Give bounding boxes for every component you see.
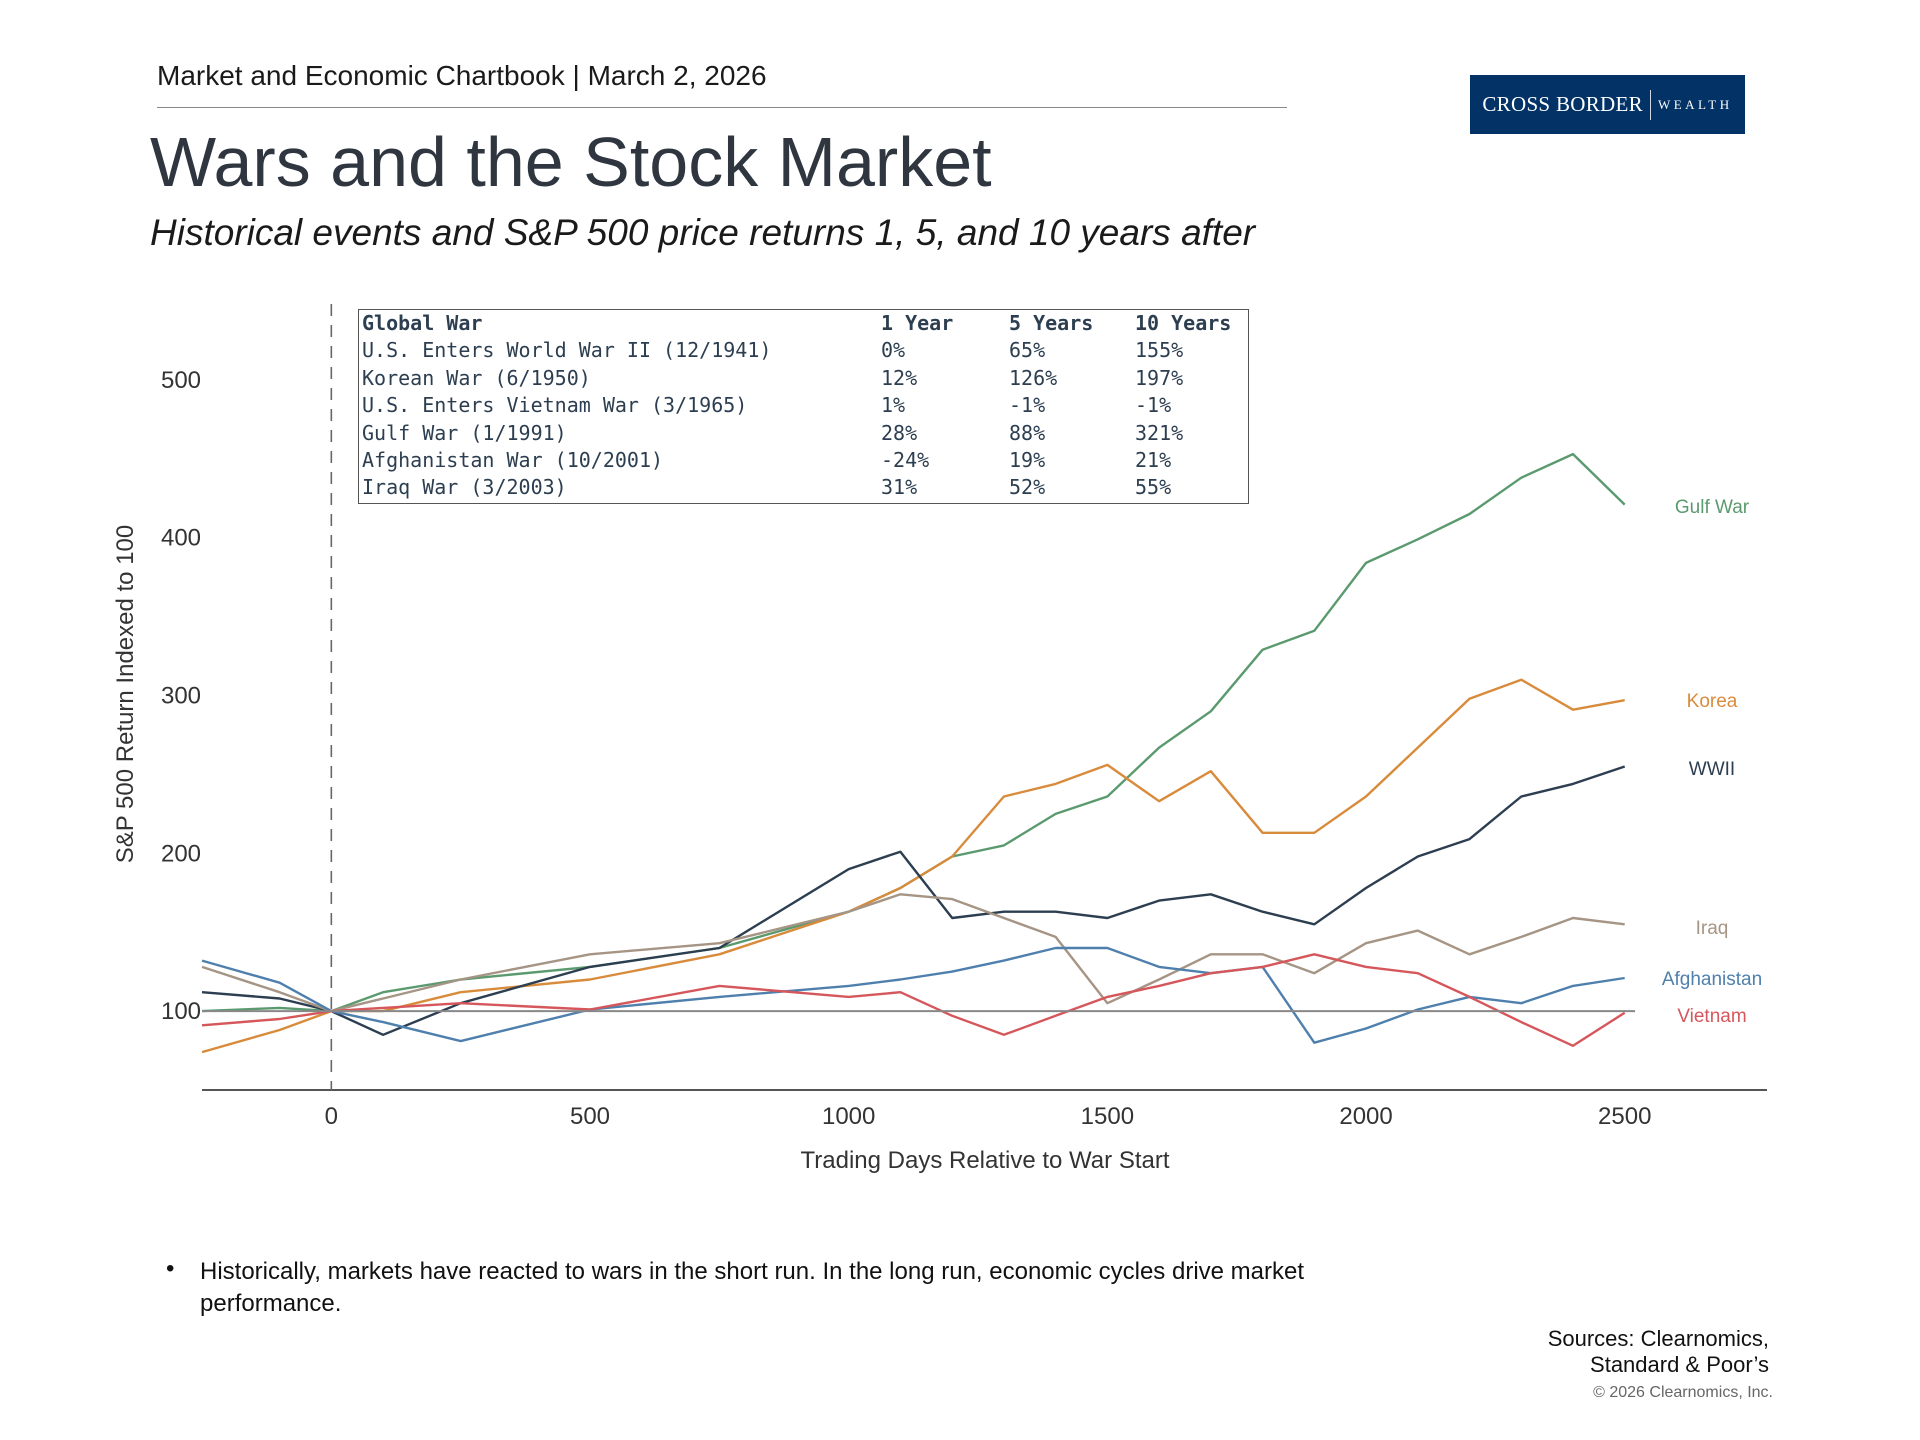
series-line-korea: [201, 678, 1625, 1054]
series-line-iraq: [201, 893, 1625, 1013]
sources-line-1: Sources: Clearnomics,: [1547, 1326, 1769, 1351]
logo-separator: [1649, 89, 1651, 120]
y-axis-label: S&P 500 Return Indexed to 100: [112, 525, 139, 863]
table-row: Afghanistan War (10/2001) -24% 19% 21%: [362, 447, 1242, 474]
table-row: U.S. Enters Vietnam War (3/1965) 1% -1% -1%: [362, 392, 1242, 419]
cell-war: U.S. Enters World War II (12/1941): [362, 338, 772, 363]
series-label: WWII: [1689, 759, 1735, 780]
logo-primary: CROSS BORDER: [1482, 92, 1643, 116]
series-label: Vietnam: [1677, 1006, 1746, 1027]
cell-war: Gulf War (1/1991): [362, 420, 567, 445]
series-line-vietnam: [201, 953, 1626, 1048]
war-returns-table: Global War 1 Year 5 Years 10 Years U.S. …: [358, 309, 1249, 504]
page-title: Wars and the Stock Market: [150, 123, 992, 201]
series-line-wwii: [201, 765, 1626, 1037]
table-row: Korean War (6/1950) 12% 126% 197%: [362, 365, 1242, 392]
bullet-dot: •: [166, 1255, 175, 1282]
cell-10-years: 21%: [1135, 448, 1172, 472]
table-row: Iraq War (3/2003) 31% 52% 55%: [362, 474, 1242, 501]
y-tick-label: 100: [161, 998, 201, 1025]
copyright: © 2026 Clearnomics, Inc.: [1593, 1384, 1773, 1401]
x-tick-label: 1500: [1081, 1103, 1134, 1130]
cell-1-year: -24%: [881, 448, 930, 472]
cell-war: Korean War (6/1950): [362, 365, 591, 390]
cell-war: Afghanistan War (10/2001): [362, 448, 664, 472]
series-line-afghanistan: [201, 946, 1625, 1044]
cell-5-years: 65%: [1009, 338, 1046, 363]
cell-5-years: 126%: [1009, 365, 1058, 390]
cell-war: U.S. Enters Vietnam War (3/1965): [362, 393, 748, 418]
x-tick-label: 2000: [1339, 1103, 1392, 1130]
y-tick-label: 500: [161, 367, 201, 394]
cell-1-year: 28%: [881, 420, 918, 445]
cell-war: Iraq War (3/2003): [362, 475, 567, 500]
series-line-gulf-war: [201, 452, 1626, 1013]
table-row: Gulf War (1/1991) 28% 88% 321%: [362, 420, 1242, 447]
series-lines: Gulf War Korea WWII Iraq Afghanistan Vietnam: [201, 452, 1762, 1054]
y-tick-label: 300: [161, 683, 201, 710]
cell-10-years: -1%: [1135, 393, 1172, 418]
chartbook-header: Market and Economic Chartbook | March 2,…: [157, 60, 767, 91]
header-global-war: Global War: [362, 311, 483, 335]
bullet-note: Historically, markets have reacted to wa…: [200, 1258, 1305, 1317]
x-axis-label: Trading Days Relative to War Start: [800, 1147, 1169, 1174]
cell-1-year: 31%: [881, 475, 918, 500]
x-tick-label: 500: [570, 1103, 610, 1130]
header-10-years: 10 Years: [1135, 311, 1232, 335]
y-tick-label: 400: [161, 525, 201, 552]
cell-5-years: -1%: [1009, 393, 1046, 418]
x-tick-label: 2500: [1598, 1103, 1651, 1130]
cell-5-years: 52%: [1009, 475, 1046, 500]
sources-line-2: Standard & Poor’s: [1590, 1352, 1769, 1377]
cell-1-year: 12%: [881, 365, 918, 390]
cell-1-year: 1%: [881, 393, 906, 418]
series-label: Gulf War: [1675, 497, 1750, 518]
header-1-year: 1 Year: [881, 311, 954, 335]
chart-axes: 0 500 1000 1500 2000 2500 100 200 300 400 500: [161, 304, 1767, 1130]
cell-10-years: 155%: [1135, 338, 1184, 363]
table-header-row: Global War 1 Year 5 Years 10 Years: [362, 310, 1242, 337]
y-tick-label: 200: [161, 840, 201, 867]
series-label: Iraq: [1696, 918, 1729, 939]
header-divider: [157, 107, 1287, 108]
cross-border-wealth-logo: CROSS BORDER WEALTH: [1470, 75, 1745, 134]
series-label: Afghanistan: [1662, 969, 1762, 990]
page-subtitle: Historical events and S&P 500 price retu…: [150, 212, 1256, 253]
logo-secondary: WEALTH: [1657, 96, 1733, 112]
cell-10-years: 197%: [1135, 365, 1184, 390]
sources: Sources: Clearnomics, Standard & Poor’s: [1548, 1326, 1769, 1378]
series-label: Korea: [1687, 691, 1738, 712]
header-5-years: 5 Years: [1009, 311, 1094, 335]
table-row: U.S. Enters World War II (12/1941) 0% 65% 1…: [362, 337, 1242, 364]
cell-1-year: 0%: [881, 338, 906, 363]
x-tick-label: 0: [325, 1103, 338, 1130]
cell-10-years: 321%: [1135, 420, 1184, 445]
cell-5-years: 88%: [1009, 420, 1046, 445]
cell-10-years: 55%: [1135, 475, 1172, 500]
cell-5-years: 19%: [1009, 448, 1046, 472]
x-tick-label: 1000: [822, 1103, 875, 1130]
